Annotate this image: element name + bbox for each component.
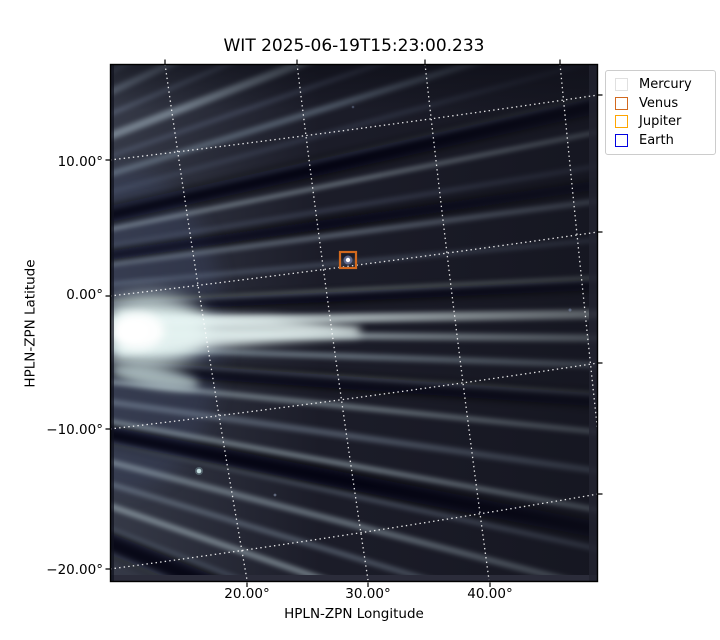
venus-marker	[338, 250, 358, 270]
tick-marks	[105, 59, 603, 587]
legend-label-mercury: Mercury	[639, 76, 692, 92]
y-tick-label-0: 0.00°	[66, 287, 103, 303]
grid-lat-m10	[110, 362, 598, 430]
legend-label-earth: Earth	[639, 133, 674, 149]
earth-swatch-icon	[615, 134, 628, 148]
legend: Mercury Venus Jupiter Earth	[605, 70, 716, 155]
star-dots	[195, 105, 572, 497]
venus-swatch-icon	[615, 96, 628, 110]
y-axis-label: HPLN-ZPN Latitude	[22, 259, 39, 388]
grid-lon-50	[559, 64, 598, 435]
legend-label-venus: Venus	[639, 95, 679, 111]
grid-lat-0	[110, 231, 598, 297]
legend-item-jupiter: Jupiter	[615, 113, 715, 132]
legend-item-mercury: Mercury	[615, 75, 715, 94]
x-tick-label-30: 30.00°	[345, 586, 391, 602]
x-axis-label: HPLN-ZPN Longitude	[284, 606, 424, 622]
grid-lat-10	[110, 94, 598, 161]
jupiter-swatch-icon	[615, 115, 628, 129]
legend-label-jupiter: Jupiter	[639, 114, 682, 130]
y-tick-label-10: 10.00°	[57, 154, 103, 170]
graticule	[110, 64, 598, 581]
legend-item-earth: Earth	[615, 131, 715, 150]
plot-title: WIT 2025-06-19T15:23:00.233	[223, 36, 485, 56]
coronal-image	[110, 64, 598, 582]
mercury-swatch-icon	[615, 77, 628, 91]
y-tick-label-m10: −10.00°	[46, 422, 103, 438]
axes-spines	[109, 63, 599, 583]
y-tick-label-m20: −20.00°	[46, 562, 103, 578]
x-tick-label-40: 40.00°	[467, 586, 513, 602]
x-tick-label-20: 20.00°	[224, 586, 270, 602]
legend-item-venus: Venus	[615, 94, 715, 113]
streamer-blob	[110, 295, 360, 390]
